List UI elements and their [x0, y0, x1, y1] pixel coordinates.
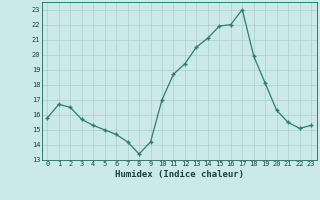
X-axis label: Humidex (Indice chaleur): Humidex (Indice chaleur) [115, 170, 244, 179]
